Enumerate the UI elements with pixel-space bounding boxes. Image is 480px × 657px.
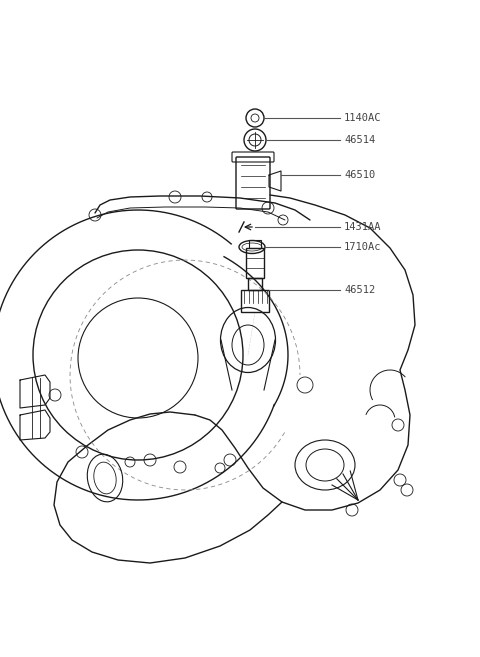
Bar (241, 290, 269, 312)
Bar (248, 278, 262, 290)
Text: 1431AA: 1431AA (344, 222, 382, 232)
Text: 46514: 46514 (344, 135, 375, 145)
Text: 46512: 46512 (344, 285, 375, 295)
Bar (249, 240, 261, 248)
Text: 1140AC: 1140AC (344, 113, 382, 123)
Text: 1710Ac: 1710Ac (344, 242, 382, 252)
Bar (246, 248, 264, 278)
Text: 46510: 46510 (344, 170, 375, 180)
